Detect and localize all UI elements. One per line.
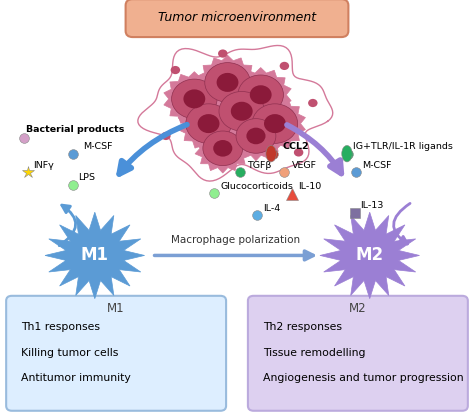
Circle shape [161, 132, 171, 140]
Polygon shape [228, 111, 283, 161]
Text: VEGF: VEGF [292, 161, 317, 170]
Circle shape [186, 104, 231, 143]
Circle shape [280, 62, 289, 70]
Circle shape [238, 75, 283, 115]
Circle shape [250, 85, 272, 104]
Text: Killing tumor cells: Killing tumor cells [21, 348, 118, 358]
Polygon shape [320, 212, 419, 299]
Polygon shape [230, 68, 291, 122]
Circle shape [171, 66, 180, 74]
Circle shape [203, 131, 243, 166]
FancyBboxPatch shape [6, 296, 226, 411]
Text: Bacterial products: Bacterial products [26, 125, 125, 134]
Text: Th2 responses: Th2 responses [263, 322, 342, 332]
Text: M1: M1 [107, 302, 125, 315]
Text: LPS: LPS [78, 173, 95, 183]
Circle shape [198, 114, 219, 133]
Polygon shape [195, 124, 250, 173]
Text: M2: M2 [356, 246, 384, 265]
Polygon shape [45, 212, 145, 299]
Text: Tissue remodelling: Tissue remodelling [263, 348, 365, 358]
Polygon shape [164, 72, 225, 126]
Text: INFγ: INFγ [33, 161, 54, 170]
FancyBboxPatch shape [126, 0, 348, 37]
Ellipse shape [266, 145, 276, 162]
Text: IL-4: IL-4 [263, 204, 280, 213]
Polygon shape [245, 96, 305, 151]
Circle shape [183, 89, 205, 108]
Text: Th1 responses: Th1 responses [21, 322, 100, 332]
Text: M2: M2 [349, 302, 367, 315]
Text: Angiogenesis and tumor progression: Angiogenesis and tumor progression [263, 373, 464, 383]
Text: IG+TLR/IL-1R ligands: IG+TLR/IL-1R ligands [353, 142, 453, 151]
Circle shape [213, 140, 232, 157]
Circle shape [218, 49, 228, 58]
Circle shape [294, 148, 303, 157]
Circle shape [205, 63, 250, 102]
Circle shape [217, 73, 238, 92]
Text: Antitumor immunity: Antitumor immunity [21, 373, 131, 383]
Circle shape [231, 102, 253, 121]
Text: Macrophage polarization: Macrophage polarization [171, 235, 300, 245]
Circle shape [264, 114, 286, 133]
Polygon shape [178, 96, 239, 151]
Text: CCL2: CCL2 [282, 142, 309, 151]
Circle shape [246, 128, 265, 144]
Text: Tumor microenvironment: Tumor microenvironment [158, 11, 316, 24]
Circle shape [172, 79, 217, 119]
Text: M-CSF: M-CSF [363, 161, 392, 170]
Text: M-CSF: M-CSF [83, 142, 112, 151]
Text: M1: M1 [81, 246, 109, 265]
Text: IL-10: IL-10 [298, 182, 321, 191]
Circle shape [236, 119, 276, 153]
Polygon shape [211, 84, 272, 138]
Text: Glucocorticoids: Glucocorticoids [220, 182, 293, 191]
Polygon shape [197, 55, 258, 110]
Ellipse shape [342, 145, 352, 162]
Circle shape [308, 99, 318, 107]
Text: TGFβ: TGFβ [247, 161, 272, 170]
Circle shape [219, 91, 264, 131]
Circle shape [252, 104, 298, 143]
FancyBboxPatch shape [248, 296, 468, 411]
Text: IL-13: IL-13 [360, 201, 383, 211]
